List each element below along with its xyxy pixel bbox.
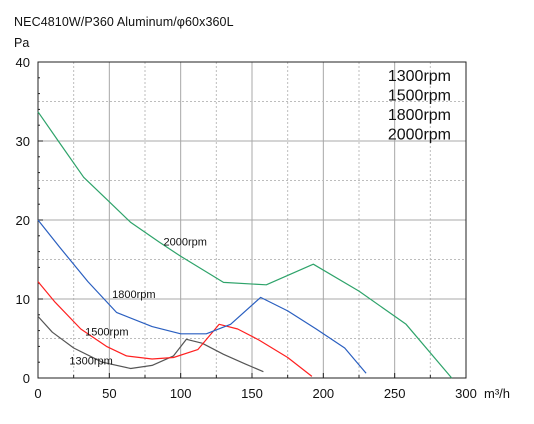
chart-title: NEC4810W/P360 Aluminum/φ60x360L — [14, 15, 234, 29]
legend-entry: 1800rpm — [388, 107, 451, 124]
y-tick-label: 30 — [16, 134, 30, 149]
series-line-1300rpm — [37, 315, 264, 373]
series-line-2000rpm — [37, 111, 453, 379]
x-tick-label: 250 — [384, 386, 406, 401]
y-axis-unit: Pa — [14, 36, 30, 50]
x-tick-label: 150 — [241, 386, 263, 401]
x-tick-label: 50 — [102, 386, 116, 401]
x-tick-label: 200 — [312, 386, 334, 401]
x-tick-label: 300 — [455, 386, 477, 401]
legend-entry: 2000rpm — [388, 127, 451, 144]
series-label: 2000rpm — [164, 236, 207, 248]
x-tick-label: 0 — [34, 386, 41, 401]
series-label: 1800rpm — [112, 289, 155, 301]
y-tick-label: 20 — [16, 213, 30, 228]
x-axis-unit: m³/h — [484, 386, 510, 401]
series-label: 1300rpm — [69, 356, 112, 368]
y-tick-label: 10 — [16, 292, 30, 307]
y-tick-label: 0 — [23, 371, 30, 386]
y-tick-label: 40 — [16, 55, 30, 70]
series-label: 1500rpm — [85, 326, 128, 338]
legend-entry: 1300rpm — [388, 68, 451, 85]
x-tick-label: 100 — [170, 386, 192, 401]
legend-entry: 1500rpm — [388, 88, 451, 105]
series-line-1800rpm — [37, 219, 367, 374]
series-line-1500rpm — [37, 281, 313, 377]
